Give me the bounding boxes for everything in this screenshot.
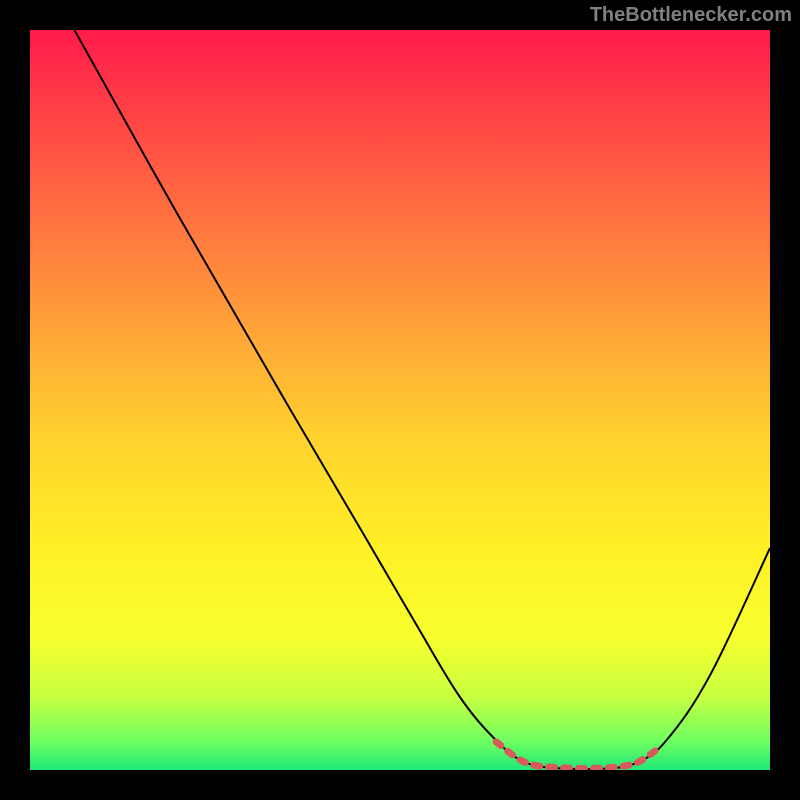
chart-frame [28, 28, 772, 772]
bottleneck-curve-main [74, 30, 770, 769]
chart-svg-layer [30, 30, 770, 770]
watermark-text: TheBottlenecker.com [590, 4, 792, 27]
